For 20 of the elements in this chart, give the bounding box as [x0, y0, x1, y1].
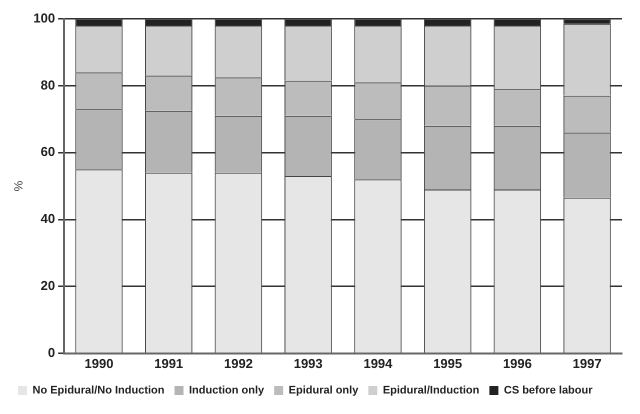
- x-tick-label: 1997: [572, 356, 602, 371]
- legend-label: Induction only: [188, 384, 266, 397]
- y-tick-label: 40: [40, 211, 56, 226]
- y-tick-label: 0: [48, 344, 56, 360]
- legend-label: No Epidural/No Induction: [32, 384, 165, 397]
- y-axis-title: %: [12, 180, 26, 192]
- y-tick-label: 60: [40, 144, 56, 160]
- y-tick-label: 20: [40, 278, 56, 294]
- x-tick-label: 1992: [224, 356, 253, 371]
- x-tick-label: 1994: [363, 356, 394, 371]
- legend-label: Epidural only: [288, 384, 360, 397]
- x-tick-label: 1995: [433, 356, 462, 371]
- y-tick-label: 80: [40, 77, 56, 92]
- legend-label: CS before labour: [504, 384, 594, 397]
- legend-label: Epidural/Induction: [382, 384, 480, 397]
- y-tick-label: 100: [33, 10, 56, 26]
- x-tick-label: 1996: [502, 356, 532, 371]
- x-tick-label: 1990: [84, 356, 114, 371]
- x-tick-label: 1991: [154, 356, 184, 371]
- x-tick-label: 1993: [294, 356, 323, 371]
